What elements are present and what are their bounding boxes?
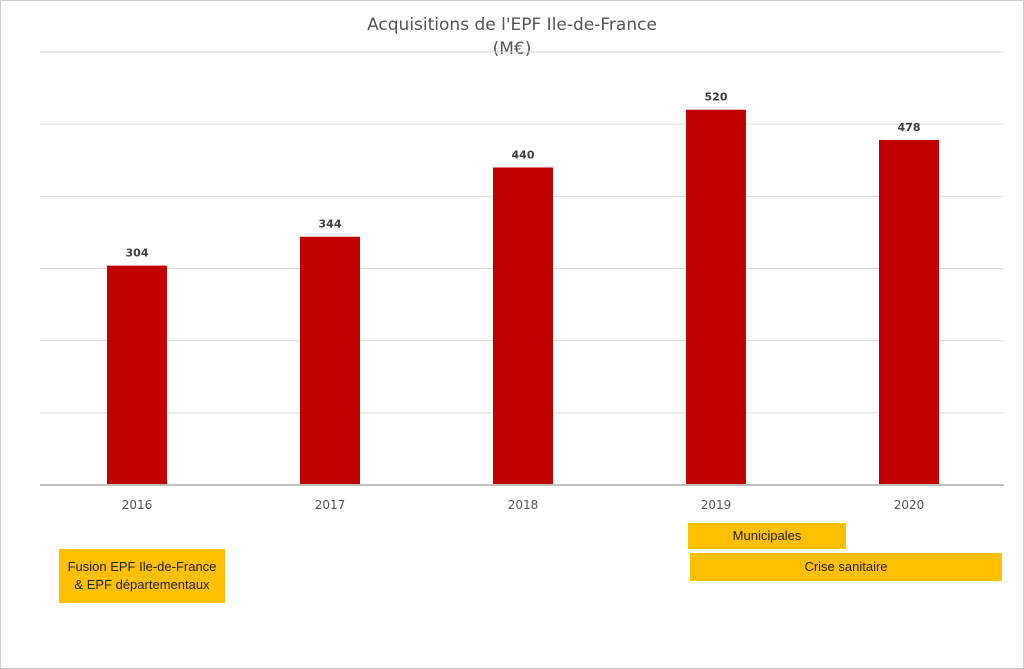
data-label-2018: 440 bbox=[512, 148, 535, 161]
x-tick-label-2019: 2019 bbox=[701, 498, 732, 512]
data-labels: 304 344 440 520 478 bbox=[126, 91, 921, 260]
x-tick-label-2020: 2020 bbox=[894, 498, 925, 512]
chart-subtitle: (M€) bbox=[493, 39, 532, 59]
bar-2018 bbox=[493, 167, 553, 485]
x-tick-label-2016: 2016 bbox=[122, 498, 153, 512]
annotation-municipales-text: Municipales bbox=[732, 528, 802, 543]
x-axis-ticks: 2016 2017 2018 2019 2020 bbox=[122, 498, 925, 512]
annotation-crise-text: Crise sanitaire bbox=[804, 559, 888, 574]
bar-2017 bbox=[300, 236, 360, 485]
x-tick-label-2018: 2018 bbox=[508, 498, 539, 512]
data-label-2020: 478 bbox=[898, 121, 921, 134]
data-label-2017: 344 bbox=[319, 218, 342, 231]
bars bbox=[107, 109, 939, 485]
annotation-fusion: Fusion EPF Ile-de-France & EPF départeme… bbox=[59, 549, 225, 603]
chart-title: Acquisitions de l'EPF Ile-de-France bbox=[367, 15, 657, 35]
bar-2020 bbox=[879, 140, 939, 485]
bar-2019 bbox=[686, 109, 746, 485]
data-label-2019: 520 bbox=[705, 91, 728, 104]
annotation-municipales: Municipales bbox=[688, 523, 846, 549]
annotation-fusion-text: Fusion EPF Ile-de-France & EPF départeme… bbox=[67, 559, 217, 592]
data-label-2016: 304 bbox=[126, 247, 149, 260]
annotation-crise-sanitaire: Crise sanitaire bbox=[690, 553, 1002, 581]
x-tick-label-2017: 2017 bbox=[315, 498, 346, 512]
bar-2016 bbox=[107, 265, 167, 485]
